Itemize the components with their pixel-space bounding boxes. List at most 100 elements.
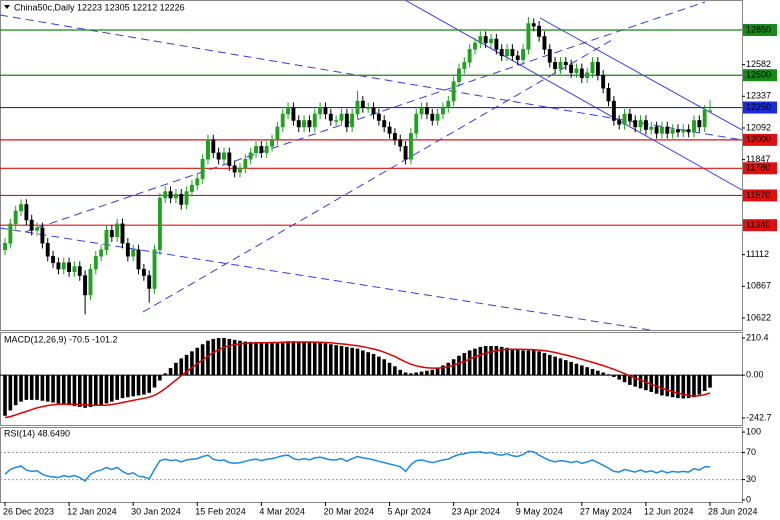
macd-bar xyxy=(665,375,670,397)
candle-body xyxy=(670,129,675,134)
macd-bar xyxy=(563,360,568,376)
candle-body xyxy=(141,268,146,276)
candle-body xyxy=(147,275,152,289)
macd-bar xyxy=(302,341,306,376)
candle-body xyxy=(531,23,536,27)
macd-bar xyxy=(483,346,488,376)
macd-bar xyxy=(350,347,354,376)
macd-panel xyxy=(0,332,743,426)
macd-bar xyxy=(670,375,675,398)
macd-bar xyxy=(136,375,141,396)
candle-body xyxy=(611,100,616,121)
candle-body xyxy=(280,113,285,128)
candle-body xyxy=(312,113,317,128)
candle-body xyxy=(120,223,125,244)
candle-body xyxy=(318,107,323,115)
macd-bar xyxy=(24,375,29,400)
macd-bar xyxy=(179,358,184,376)
candle-body xyxy=(72,266,77,272)
macd-bar xyxy=(115,375,119,400)
macd-bar xyxy=(355,348,360,376)
candle-body xyxy=(88,268,93,296)
macd-bar xyxy=(510,348,515,376)
macd-bar xyxy=(184,354,189,376)
macd-bar xyxy=(120,375,125,399)
macd-bar xyxy=(638,375,643,389)
trend-line xyxy=(404,0,743,191)
macd-bar xyxy=(692,375,696,398)
macd-bar xyxy=(515,349,520,376)
macd-bar xyxy=(13,375,18,406)
candle-body xyxy=(307,120,312,128)
candle-body xyxy=(676,129,680,133)
level-label: 11570 xyxy=(746,190,770,200)
macd-bar xyxy=(232,339,237,376)
candle-body xyxy=(152,249,157,289)
macd-bar xyxy=(345,346,349,376)
level-label: 12500 xyxy=(746,70,771,80)
candle-body xyxy=(339,113,344,121)
y-tick-label: 12092 xyxy=(746,122,771,132)
candle-body xyxy=(270,139,274,147)
candle-body xyxy=(489,38,493,44)
candle-body xyxy=(24,204,29,221)
macd-bar xyxy=(131,375,135,397)
candle-body xyxy=(40,227,45,244)
candle-body xyxy=(302,120,307,128)
macd-bar xyxy=(686,375,691,399)
candle-body xyxy=(697,120,702,128)
macd-bar xyxy=(414,372,419,376)
macd-bar xyxy=(254,342,258,376)
candle-body xyxy=(360,100,365,108)
macd-bar xyxy=(40,375,45,401)
macd-bar xyxy=(473,348,477,376)
candle-body xyxy=(184,191,189,205)
macd-bar xyxy=(93,375,98,407)
macd-bar xyxy=(259,342,264,376)
candle-body xyxy=(579,68,584,79)
candle-body xyxy=(200,158,205,179)
macd-bar xyxy=(142,375,146,395)
x-tick-label: 20 Mar 2024 xyxy=(323,506,374,516)
y-tick-label: 100 xyxy=(746,426,761,436)
macd-bar xyxy=(654,375,659,394)
candle-body xyxy=(206,139,210,160)
x-tick-label: 30 Jan 2024 xyxy=(131,506,181,516)
macd-bar xyxy=(318,343,322,376)
candle-body xyxy=(323,107,328,115)
candle-body xyxy=(467,49,472,63)
macd-bar xyxy=(601,372,605,376)
macd-bar xyxy=(270,342,274,376)
candle-body xyxy=(259,146,264,154)
candle-body xyxy=(328,113,333,121)
level-label: 12850 xyxy=(746,24,771,34)
macd-bar xyxy=(425,370,429,376)
candle-body xyxy=(638,120,643,128)
candle-body xyxy=(441,107,445,115)
candle-body xyxy=(446,100,451,108)
x-tick-label: 27 May 2024 xyxy=(580,506,632,516)
candle-body xyxy=(643,120,648,130)
candle-body xyxy=(104,230,109,250)
candle-body xyxy=(275,126,280,141)
macd-bar xyxy=(291,341,296,376)
candle-body xyxy=(3,243,7,250)
macd-bar xyxy=(499,346,504,376)
candle-body xyxy=(526,23,531,50)
macd-bar xyxy=(596,370,600,376)
macd-bar xyxy=(676,375,680,399)
candle-body xyxy=(515,55,520,60)
macd-bar xyxy=(72,375,77,407)
menu-arrow[interactable] xyxy=(4,5,10,9)
macd-bar xyxy=(377,356,381,376)
macd-bar xyxy=(190,351,194,376)
candle-body xyxy=(248,152,253,160)
candle-body xyxy=(355,100,360,115)
candle-body xyxy=(665,126,670,134)
macd-bar xyxy=(708,375,712,388)
macd-bar xyxy=(531,350,536,376)
x-tick-label: 23 Apr 2024 xyxy=(452,506,501,516)
macd-bar xyxy=(264,342,269,376)
candle-body xyxy=(430,113,435,121)
macd-bar xyxy=(382,359,387,376)
